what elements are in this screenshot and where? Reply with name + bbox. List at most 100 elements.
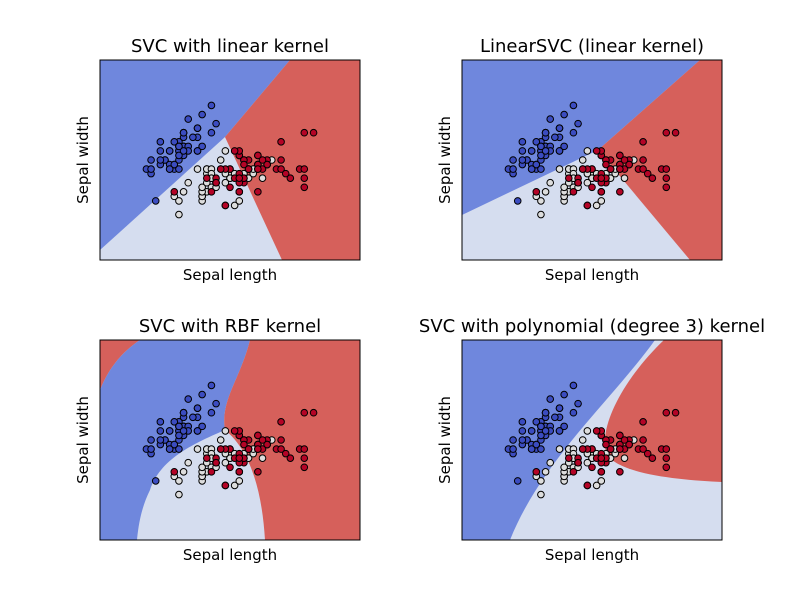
point xyxy=(244,445,253,453)
x-axis-label: Sepal length xyxy=(545,266,639,284)
point xyxy=(564,174,573,182)
point xyxy=(662,445,671,453)
point xyxy=(207,188,216,196)
point xyxy=(165,165,174,173)
point xyxy=(230,427,239,435)
point xyxy=(300,408,309,417)
point xyxy=(147,165,155,173)
point xyxy=(300,454,309,462)
point xyxy=(620,436,629,444)
point xyxy=(662,128,671,137)
point xyxy=(193,427,202,435)
point xyxy=(254,445,262,453)
point xyxy=(263,440,271,449)
point xyxy=(165,427,174,435)
y-axis-label: Sepal width xyxy=(74,116,92,204)
point xyxy=(198,463,206,472)
point xyxy=(175,445,183,453)
point xyxy=(518,138,527,146)
point xyxy=(532,440,541,449)
point xyxy=(606,165,615,173)
point xyxy=(662,454,671,462)
point xyxy=(198,183,206,192)
point xyxy=(254,431,262,440)
point xyxy=(277,156,285,164)
point xyxy=(193,165,202,173)
region xyxy=(225,60,360,260)
point xyxy=(555,147,564,155)
point xyxy=(555,427,564,435)
point xyxy=(588,463,596,472)
point xyxy=(592,481,601,490)
point xyxy=(156,156,165,164)
point xyxy=(616,151,624,160)
point xyxy=(235,468,244,476)
point xyxy=(583,147,592,155)
point xyxy=(537,422,545,431)
point xyxy=(662,183,671,192)
point xyxy=(281,449,290,458)
point xyxy=(170,468,179,476)
point xyxy=(578,156,587,164)
point xyxy=(212,458,220,467)
point xyxy=(551,413,559,422)
point xyxy=(527,427,536,435)
point xyxy=(625,440,633,449)
point xyxy=(179,468,188,476)
point xyxy=(639,165,647,173)
point xyxy=(193,124,202,132)
point xyxy=(532,468,541,476)
axes-frame xyxy=(99,339,361,541)
point xyxy=(518,427,527,435)
y-axis-label: Sepal width xyxy=(436,116,454,204)
points xyxy=(142,101,318,219)
point xyxy=(509,445,517,453)
point xyxy=(509,436,517,444)
point xyxy=(170,440,179,449)
point xyxy=(300,463,309,472)
axes-frame xyxy=(99,59,361,261)
point xyxy=(281,169,290,178)
point xyxy=(616,431,624,440)
point xyxy=(569,188,578,196)
point xyxy=(165,147,174,155)
point xyxy=(207,408,216,417)
point xyxy=(578,436,587,444)
point xyxy=(151,477,160,485)
point xyxy=(179,147,188,155)
point xyxy=(170,418,179,426)
point xyxy=(221,481,230,490)
point xyxy=(662,165,671,173)
point xyxy=(578,165,587,173)
x-axis-label: Sepal length xyxy=(183,546,277,564)
point xyxy=(541,468,550,476)
point xyxy=(592,147,601,155)
point xyxy=(212,399,220,408)
point xyxy=(198,390,206,399)
point xyxy=(583,481,592,490)
subplot-title: SVC with RBF kernel xyxy=(139,316,321,337)
point xyxy=(560,183,568,192)
point xyxy=(537,151,545,160)
point xyxy=(546,458,555,467)
point xyxy=(574,119,582,128)
point xyxy=(532,418,541,426)
point xyxy=(179,408,188,417)
panel: SVC with linear kernel Sepal length Sepa… xyxy=(74,36,361,284)
point xyxy=(309,408,318,417)
point xyxy=(198,142,206,151)
point xyxy=(606,445,615,453)
point xyxy=(175,165,183,173)
point xyxy=(226,463,234,472)
point xyxy=(620,174,629,182)
subplot-title: LinearSVC (linear kernel) xyxy=(480,36,704,57)
point xyxy=(147,445,155,453)
point xyxy=(300,165,309,173)
axes-frame xyxy=(461,59,723,261)
panel: SVC with polynomial (degree 3) kernel Se… xyxy=(419,316,765,564)
point xyxy=(300,183,309,192)
point xyxy=(643,169,652,178)
point xyxy=(532,138,541,146)
decision-regions xyxy=(462,60,722,260)
